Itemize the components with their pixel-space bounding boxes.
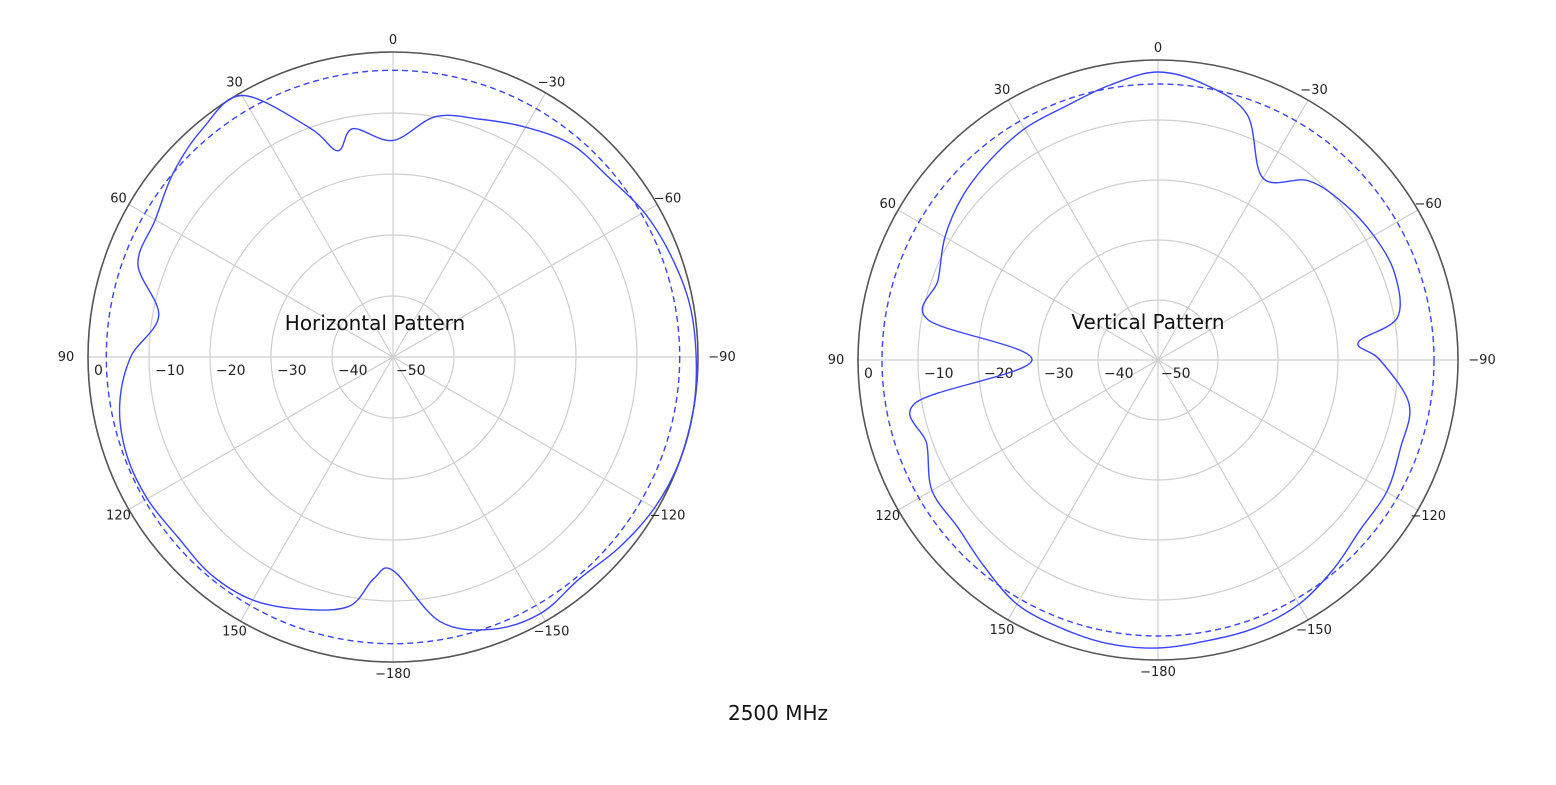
reference-dashed-circle: [105, 69, 681, 645]
outer-ring: [87, 51, 699, 663]
angle-label: −30: [1300, 83, 1327, 98]
angle-label: −60: [654, 192, 681, 207]
grid-spoke: [239, 92, 547, 622]
angle-label: 90: [58, 350, 75, 365]
outer-ring: [857, 59, 1459, 661]
angle-label: 30: [994, 83, 1011, 98]
radial-tick-label: −50: [396, 363, 426, 379]
angle-label: −150: [534, 625, 570, 640]
radial-tick-label: −30: [1044, 366, 1074, 382]
angle-label: 150: [222, 625, 247, 640]
angle-label: 60: [880, 197, 897, 212]
radial-tick-label: −30: [277, 363, 307, 379]
angle-label: −90: [708, 350, 735, 365]
angle-label: −120: [1410, 509, 1446, 524]
horizontal-pattern-chart: 0 30 60 90 120 150 −180 −30 −60 −90 −120 −150 0 −10 −2…: [58, 33, 736, 682]
vertical-pattern-title: Vertical Pattern: [1071, 310, 1224, 334]
angle-label: 120: [106, 509, 131, 524]
angle-label: 120: [875, 509, 900, 524]
angle-label: −150: [1296, 623, 1332, 638]
angle-label: 0: [389, 33, 397, 48]
frequency-caption: 2500 MHz: [727, 701, 829, 725]
radial-tick-label: −10: [155, 363, 185, 379]
radial-tick-label: −40: [338, 363, 368, 379]
radial-tick-label: 0: [864, 366, 873, 382]
angle-label: −120: [650, 509, 686, 524]
reference-dashed-circle: [881, 83, 1435, 637]
pattern-series-line: [909, 71, 1411, 649]
radial-tick-label: −10: [924, 366, 954, 382]
grid-spoke: [1007, 99, 1309, 621]
horizontal-pattern-title: Horizontal Pattern: [285, 311, 465, 335]
radial-tick-label: −50: [1161, 366, 1191, 382]
angle-label: 0: [1154, 41, 1162, 56]
angle-label: 60: [110, 192, 127, 207]
radial-tick-label: −40: [1104, 366, 1134, 382]
radial-tick-label: −20: [216, 363, 246, 379]
angle-label: 30: [226, 75, 243, 90]
angle-label: −180: [375, 667, 411, 682]
angle-label: −180: [1140, 665, 1176, 680]
angle-label: −30: [538, 75, 565, 90]
pattern-series-line: [118, 94, 698, 631]
angle-label: 90: [828, 353, 845, 368]
radial-tick-label: 0: [94, 363, 103, 379]
angle-label: 150: [990, 623, 1015, 638]
angle-label: −90: [1468, 353, 1495, 368]
angle-label: −60: [1414, 197, 1441, 212]
